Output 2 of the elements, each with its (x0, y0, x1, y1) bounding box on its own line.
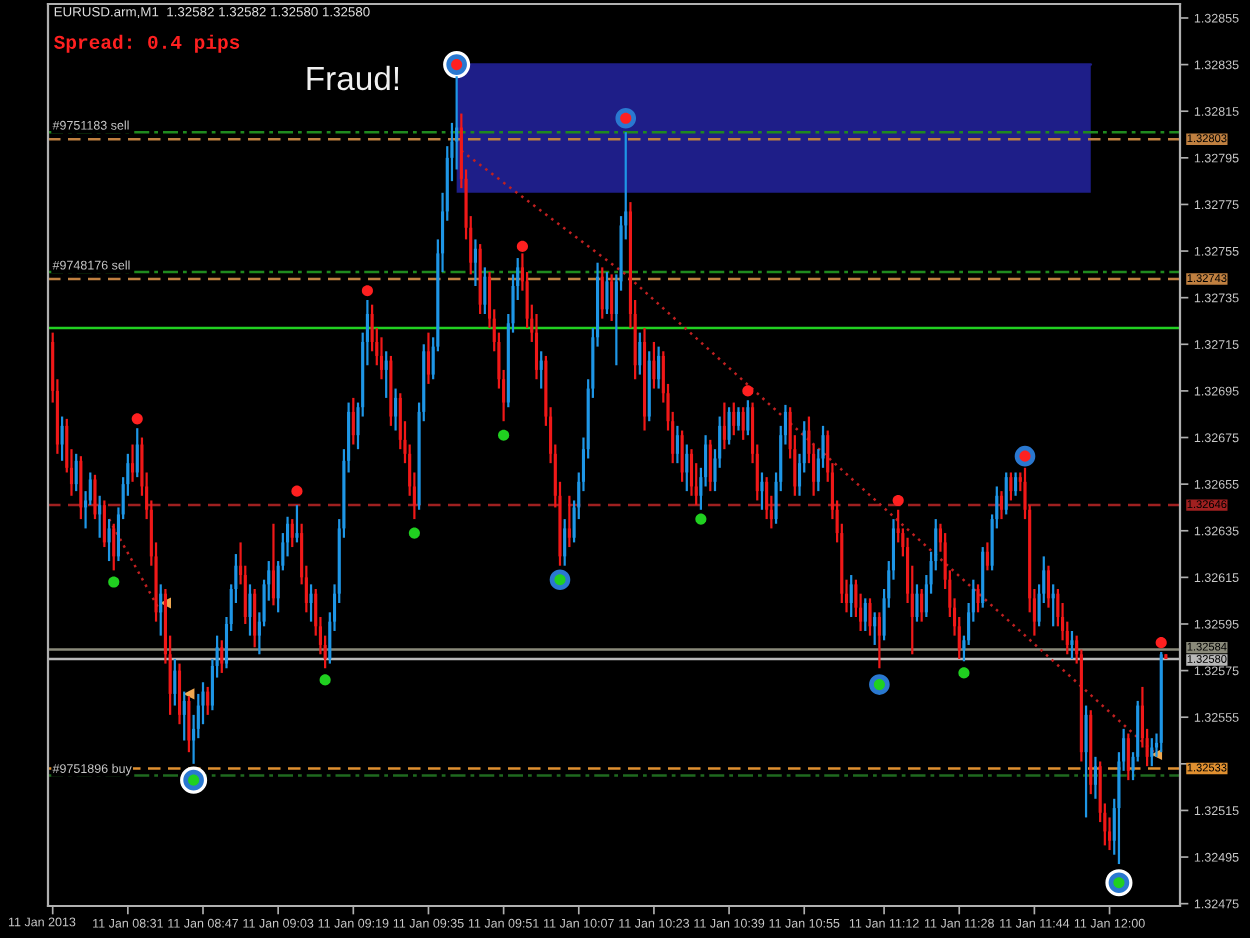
annotation: Spread: 0.4 pips (54, 34, 240, 53)
annotation: Fraud! (307, 65, 399, 91)
